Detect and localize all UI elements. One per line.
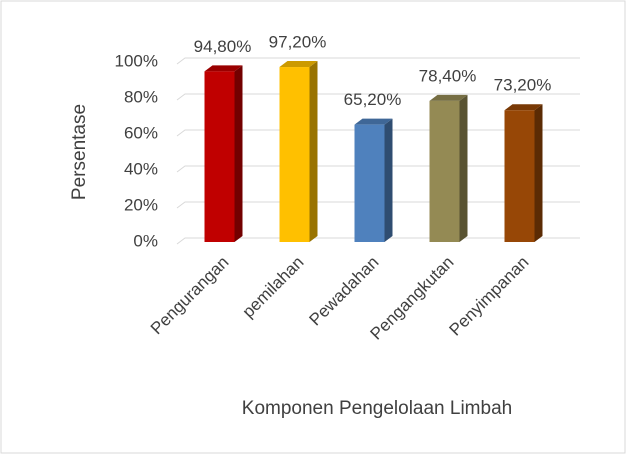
y-tick-label: 80% [124, 87, 158, 106]
bar-side [534, 104, 543, 243]
bar-side [309, 61, 318, 242]
bar-top [204, 65, 243, 72]
bar-front [504, 110, 535, 243]
y-tick-label: 0% [133, 231, 158, 250]
bar-top [504, 104, 543, 111]
bar [204, 65, 243, 242]
bar-side [459, 94, 468, 242]
value-label: 65,20% [344, 90, 402, 109]
value-label: 97,20% [269, 33, 327, 52]
y-tick-label: 100% [115, 51, 158, 70]
bar-front [279, 67, 310, 242]
bar-top [429, 94, 468, 101]
bar [354, 118, 393, 242]
bar [504, 104, 543, 243]
y-tick-label: 20% [124, 195, 158, 214]
bar-side [234, 65, 243, 242]
value-label: 78,40% [419, 66, 477, 85]
y-tick-label: 40% [124, 159, 158, 178]
y-tick-label: 60% [124, 123, 158, 142]
grid-line [176, 93, 580, 101]
bar-top [354, 118, 393, 125]
value-label: 94,80% [194, 37, 252, 56]
y-axis-label: Persentase [69, 104, 90, 200]
value-label: 73,20% [494, 76, 552, 95]
bar-front [354, 124, 385, 242]
bar-side [384, 118, 393, 242]
bar-front [204, 71, 235, 242]
bar-front [429, 100, 460, 242]
bar [429, 94, 468, 242]
grid-line [176, 57, 580, 65]
bar-top [279, 61, 318, 68]
x-axis-label: Komponen Pengelolaan Limbah [242, 398, 512, 419]
bar [279, 61, 318, 242]
